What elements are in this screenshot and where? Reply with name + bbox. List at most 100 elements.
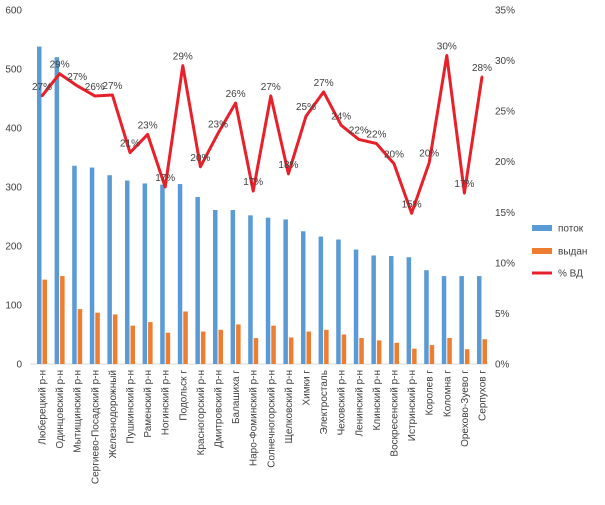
bar-vydan [218, 329, 223, 364]
bar-potok [37, 46, 42, 364]
line-pct-vd [40, 54, 484, 215]
data-label-pct-vd: 17% [243, 177, 263, 188]
data-label-pct-vd: 25% [296, 102, 316, 113]
bar-potok [213, 210, 218, 364]
data-label-pct-vd: 24% [331, 111, 351, 122]
bar-vydan [412, 348, 417, 364]
bars [37, 46, 487, 364]
point-pct-vd [445, 54, 448, 57]
bar-potok [424, 270, 429, 364]
y-right-tick-label: 5% [495, 309, 510, 320]
bar-potok [195, 197, 200, 364]
bar-vydan [60, 276, 65, 364]
category-label: Ногинский р-н [161, 370, 172, 435]
bar-vydan [183, 311, 188, 364]
y-right-tick-label: 20% [495, 157, 515, 168]
point-pct-vd [392, 162, 396, 165]
category-label: Одинцовский р-н [55, 370, 66, 449]
data-label-pct-vd: 20% [419, 149, 439, 160]
category-label: Ленинский р-н [354, 370, 365, 437]
point-pct-vd [111, 93, 114, 97]
point-pct-vd [269, 94, 272, 98]
point-pct-vd [357, 138, 360, 141]
legend-swatch [532, 225, 552, 231]
category-label: Воскресенский р-н [390, 370, 401, 457]
point-pct-vd [146, 133, 149, 136]
data-label-pct-vd: 26% [226, 89, 246, 100]
point-pct-vd [93, 94, 97, 98]
bar-potok [89, 167, 95, 364]
bar-potok [459, 276, 464, 364]
data-label-pct-vd: 17% [155, 173, 175, 184]
data-label-pct-vd: 28% [472, 63, 492, 74]
data-label-pct-vd: 27% [261, 82, 281, 93]
data-label-pct-vd: 21% [120, 139, 140, 150]
data-label-pct-vd: 18% [278, 160, 298, 171]
bar-vydan [42, 279, 47, 364]
data-label-pct-vd: 15% [402, 199, 422, 210]
category-label: Мытищинский р-н [73, 370, 84, 453]
bar-potok [107, 175, 112, 364]
bar-vydan [165, 332, 171, 364]
category-label: Чеховский р-н [337, 370, 348, 435]
legend: поток выдан % ВД [532, 224, 587, 280]
bar-vydan [482, 339, 487, 364]
y-right-tick-label: 35% [495, 6, 515, 17]
bar-potok [477, 276, 482, 364]
y-left-tick-label: 200 [5, 242, 22, 253]
bar-potok [160, 184, 165, 364]
bar-potok [265, 217, 271, 364]
data-label-pct-vd: 29% [50, 60, 70, 71]
bar-vydan [236, 324, 241, 364]
point-pct-vd [428, 161, 431, 164]
bar-potok [371, 255, 376, 364]
data-labels: 27%29%27%26%27%21%23%17%29%20%23%26%17%2… [32, 42, 492, 211]
legend-label: поток [558, 224, 584, 235]
y-left-tick-label: 100 [5, 301, 22, 312]
bar-potok [283, 219, 288, 364]
y-left-tick-label: 600 [5, 6, 22, 17]
bar-vydan [324, 329, 329, 364]
point-pct-vd [199, 165, 202, 168]
y-right-tick-label: 10% [495, 258, 515, 269]
data-label-pct-vd: 27% [67, 72, 87, 83]
y-right-tick-label: 25% [495, 107, 515, 118]
category-label: Красногорский р-н [196, 370, 207, 455]
data-label-pct-vd: 17% [454, 179, 474, 190]
legend-label: % ВД [558, 269, 583, 280]
bar-potok [54, 57, 60, 364]
point-pct-vd [287, 172, 290, 176]
point-pct-vd [234, 101, 237, 105]
data-label-pct-vd: 22% [349, 125, 369, 136]
y-right-tick-label: 0% [495, 360, 510, 371]
line-series [40, 54, 484, 215]
point-pct-vd [375, 142, 378, 145]
bar-potok [142, 183, 148, 364]
point-pct-vd [181, 64, 184, 67]
bar-vydan [130, 325, 135, 364]
y-right-tick-label: 30% [495, 56, 515, 67]
legend-swatch [532, 248, 552, 254]
point-pct-vd [410, 212, 413, 215]
bar-potok [248, 215, 253, 364]
category-label: Люберецкий р-н [37, 370, 49, 445]
data-label-pct-vd: 23% [208, 119, 228, 130]
data-label-pct-vd: 23% [138, 120, 158, 131]
bar-vydan [359, 338, 364, 364]
y-left-tick-label: 400 [5, 124, 22, 135]
category-label: Солнечногорский р-н [266, 370, 277, 468]
bar-potok [177, 184, 183, 364]
point-pct-vd [128, 151, 132, 154]
bar-potok [336, 239, 341, 364]
bar-vydan [288, 337, 294, 364]
point-pct-vd [76, 84, 79, 88]
bar-potok [230, 210, 236, 364]
category-label: Орехово-Зуево г [460, 370, 471, 447]
category-label: Электросталь [319, 370, 330, 435]
category-label: Пушкинский р-н [126, 370, 137, 443]
bar-potok [301, 231, 306, 364]
axes: 0 100 200 300 400 500 600 0% 5% 10% 15% 20% 25% 30% 35… [5, 6, 515, 371]
bar-vydan [77, 309, 83, 364]
category-label: Истринский р-н [407, 370, 418, 441]
point-pct-vd [40, 94, 44, 98]
